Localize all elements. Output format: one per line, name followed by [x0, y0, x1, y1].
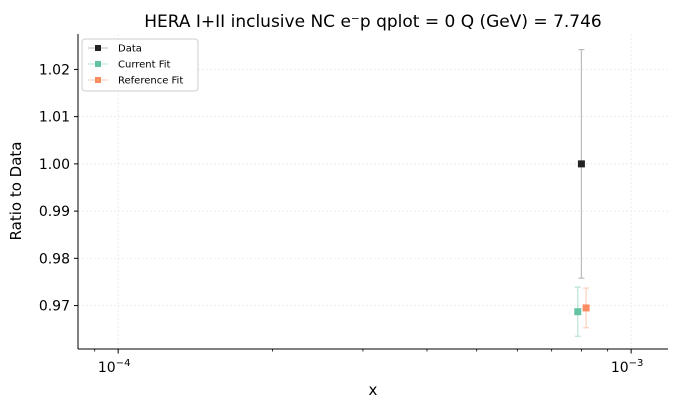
legend-label: Current Fit: [118, 60, 171, 71]
y-axis-label: Ratio to Data: [7, 142, 25, 241]
legend: Data Current Fit Reference Fit: [81, 38, 199, 92]
x-tick-label: 10−3: [611, 358, 644, 376]
legend-swatch-marker: [95, 61, 101, 67]
x-tick-label: 10−4: [98, 358, 131, 376]
legend-entry-data: Data: [88, 44, 142, 55]
y-tick-label: 0.99: [39, 204, 70, 220]
data-point: [577, 160, 585, 168]
axes: [77, 34, 668, 350]
legend-frame: [81, 38, 199, 92]
legend-entry-current-fit: Current Fit: [88, 60, 171, 71]
data-point: [574, 308, 582, 316]
y-tick-label: 1.01: [39, 110, 70, 126]
data-marks: [574, 48, 590, 337]
data-point: [582, 304, 590, 312]
legend-swatch-marker: [95, 45, 101, 51]
y-tick-label: 0.97: [39, 299, 70, 315]
legend-label: Data: [118, 44, 142, 55]
y-tick-label: 0.98: [39, 251, 70, 267]
ticks: 0.97 0.98 0.99 1.00 1.01 1.02 10−4 10−3: [39, 62, 644, 376]
legend-swatch-marker: [95, 77, 101, 83]
x-axis-label: x: [369, 381, 378, 399]
y-tick-label: 1.02: [39, 62, 70, 78]
chart-title: HERA I+II inclusive NC e⁻p qplot = 0 Q (…: [144, 12, 602, 32]
y-tick-label: 1.00: [39, 157, 70, 173]
legend-label: Reference Fit: [118, 76, 183, 87]
legend-entry-reference-fit: Reference Fit: [88, 76, 183, 87]
